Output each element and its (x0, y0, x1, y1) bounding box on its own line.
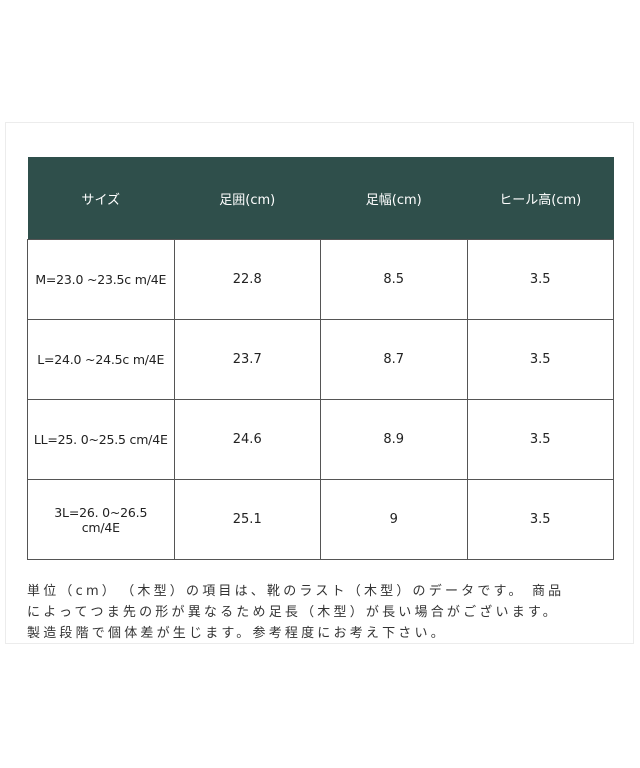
table-cell: 3.5 (466, 319, 614, 400)
table-cell: 23.7 (173, 319, 321, 400)
table-cell: L=24.0 ~24.5c m/4E (27, 319, 175, 400)
table-row: 3L=26. 0~26.5 cm/4E 25.1 9 3.5 (27, 479, 614, 560)
table-cell: 24.6 (173, 399, 321, 480)
header-heel: ヒール高(cm) (467, 157, 614, 240)
table-cell: LL=25. 0~25.5 cm/4E (27, 399, 175, 480)
table-row: LL=25. 0~25.5 cm/4E 24.6 8.9 3.5 (27, 399, 614, 480)
header-girth: 足囲(cm) (174, 157, 321, 240)
table-cell: 3L=26. 0~26.5 cm/4E (27, 479, 175, 560)
table-cell: 3.5 (466, 239, 614, 320)
table-cell: M=23.0 ~23.5c m/4E (27, 239, 175, 320)
note-line: によってつま先の形が異なるため足長（木型）が長い場合がございます。 (27, 605, 560, 620)
table-row: M=23.0 ~23.5c m/4E 22.8 8.5 3.5 (27, 239, 614, 320)
table-cell: 3.5 (466, 399, 614, 480)
size-table: サイズ 足囲(cm) 足幅(cm) ヒール高(cm) M=23.0 ~23.5c… (27, 157, 614, 560)
table-cell: 22.8 (173, 239, 321, 320)
table-cell: 25.1 (173, 479, 321, 560)
content-frame (5, 122, 634, 644)
header-width: 足幅(cm) (320, 157, 467, 240)
table-row: L=24.0 ~24.5c m/4E 23.7 8.7 3.5 (27, 319, 614, 400)
table-cell: 3.5 (466, 479, 614, 560)
table-header-row: サイズ 足囲(cm) 足幅(cm) ヒール高(cm) (27, 157, 614, 240)
size-note: 単位（cm） （木型）の項目は、靴のラスト（木型）のデータです。 商品 によって… (27, 581, 564, 644)
note-line: 製造段階で個体差が生じます。参考程度にお考え下さい。 (27, 626, 447, 641)
note-line: 単位（cm） （木型）の項目は、靴のラスト（木型）のデータです。 商品 (27, 584, 565, 599)
table-cell: 8.7 (320, 319, 468, 400)
table-cell: 8.9 (320, 399, 468, 480)
table-cell: 9 (320, 479, 468, 560)
header-size: サイズ (27, 157, 174, 240)
table-cell: 8.5 (320, 239, 468, 320)
